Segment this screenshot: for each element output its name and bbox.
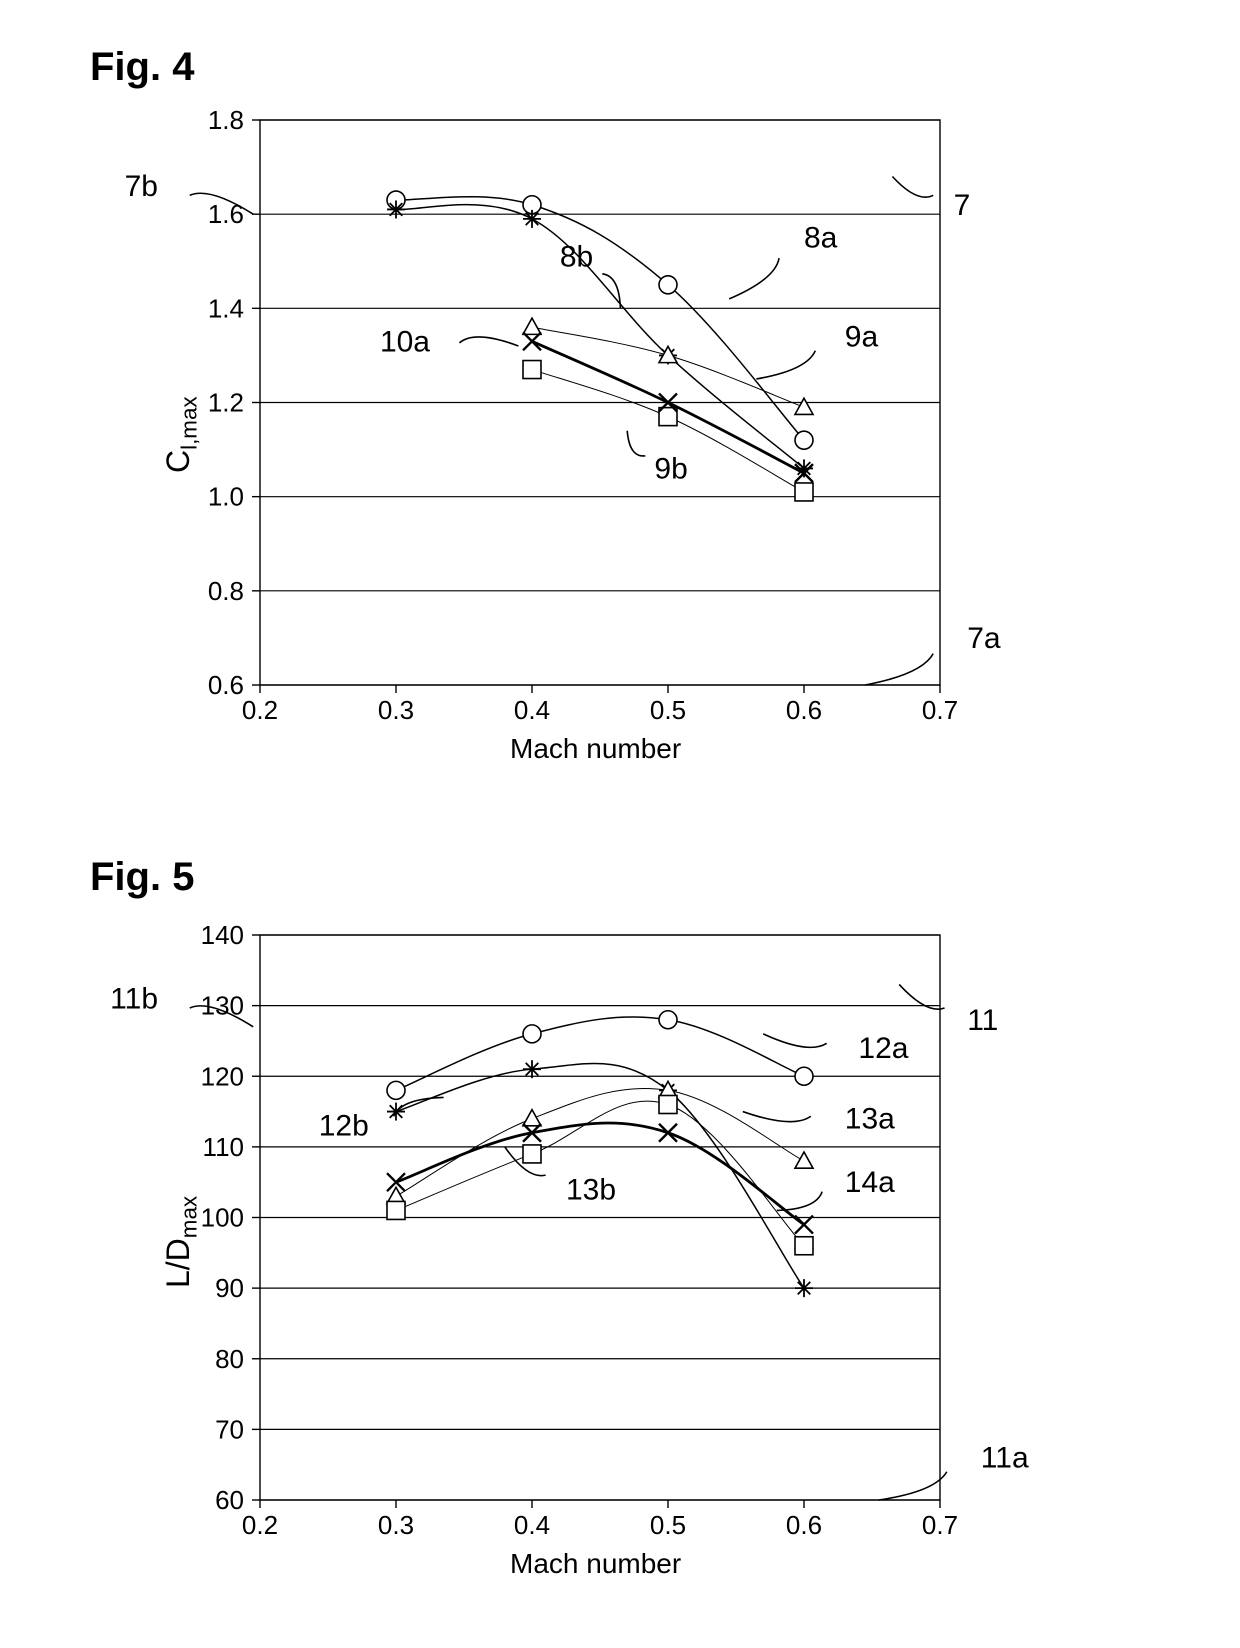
svg-text:11a: 11a bbox=[981, 1442, 1029, 1475]
y-axis-label: L/Dmax bbox=[160, 1195, 202, 1287]
svg-text:13a: 13a bbox=[845, 1103, 895, 1136]
svg-text:13b: 13b bbox=[566, 1173, 616, 1206]
y-axis-label: Cl,max bbox=[160, 396, 202, 473]
svg-text:1.6: 1.6 bbox=[208, 199, 244, 229]
svg-text:9b: 9b bbox=[654, 452, 687, 485]
svg-text:0.4: 0.4 bbox=[514, 1510, 550, 1540]
svg-text:11: 11 bbox=[967, 1004, 998, 1037]
svg-text:1.8: 1.8 bbox=[208, 105, 244, 135]
svg-text:9a: 9a bbox=[845, 321, 879, 354]
svg-text:1.0: 1.0 bbox=[208, 482, 244, 512]
svg-text:1.2: 1.2 bbox=[208, 388, 244, 418]
svg-text:0.5: 0.5 bbox=[650, 1510, 686, 1540]
x-axis-label: Mach number bbox=[510, 1548, 681, 1580]
svg-text:140: 140 bbox=[201, 920, 244, 950]
svg-text:0.5: 0.5 bbox=[650, 695, 686, 725]
svg-text:8b: 8b bbox=[560, 241, 593, 274]
svg-text:100: 100 bbox=[201, 1203, 244, 1233]
svg-text:8a: 8a bbox=[804, 222, 838, 255]
svg-text:0.2: 0.2 bbox=[242, 695, 278, 725]
x-axis-label: Mach number bbox=[510, 733, 681, 765]
svg-text:7: 7 bbox=[954, 189, 971, 222]
svg-text:0.8: 0.8 bbox=[208, 576, 244, 606]
svg-text:80: 80 bbox=[215, 1344, 244, 1374]
svg-text:0.3: 0.3 bbox=[378, 1510, 414, 1540]
svg-text:60: 60 bbox=[215, 1485, 244, 1515]
svg-text:1.4: 1.4 bbox=[208, 293, 244, 323]
svg-text:0.6: 0.6 bbox=[208, 670, 244, 700]
svg-text:12a: 12a bbox=[858, 1032, 908, 1065]
svg-text:0.3: 0.3 bbox=[378, 695, 414, 725]
svg-text:7b: 7b bbox=[125, 170, 158, 203]
fig5-chart: 0.20.30.40.50.60.76070809010011012013014… bbox=[260, 935, 940, 1500]
svg-text:12b: 12b bbox=[319, 1110, 369, 1143]
svg-text:90: 90 bbox=[215, 1273, 244, 1303]
svg-text:0.7: 0.7 bbox=[922, 695, 958, 725]
fig4-chart: 0.20.30.40.50.60.70.60.81.01.21.41.61.8 … bbox=[260, 120, 940, 685]
svg-text:11b: 11b bbox=[110, 983, 158, 1016]
svg-text:0.4: 0.4 bbox=[514, 695, 550, 725]
svg-text:10a: 10a bbox=[380, 325, 430, 358]
svg-text:0.2: 0.2 bbox=[242, 1510, 278, 1540]
svg-text:70: 70 bbox=[215, 1414, 244, 1444]
page: Fig. 4 0.20.30.40.50.60.70.60.81.01.21.4… bbox=[0, 0, 1240, 1648]
svg-text:7a: 7a bbox=[967, 622, 1001, 655]
svg-text:0.6: 0.6 bbox=[786, 1510, 822, 1540]
svg-text:0.6: 0.6 bbox=[786, 695, 822, 725]
svg-text:110: 110 bbox=[203, 1132, 244, 1162]
svg-text:14a: 14a bbox=[845, 1166, 895, 1199]
svg-text:120: 120 bbox=[201, 1061, 244, 1091]
svg-text:0.7: 0.7 bbox=[922, 1510, 958, 1540]
